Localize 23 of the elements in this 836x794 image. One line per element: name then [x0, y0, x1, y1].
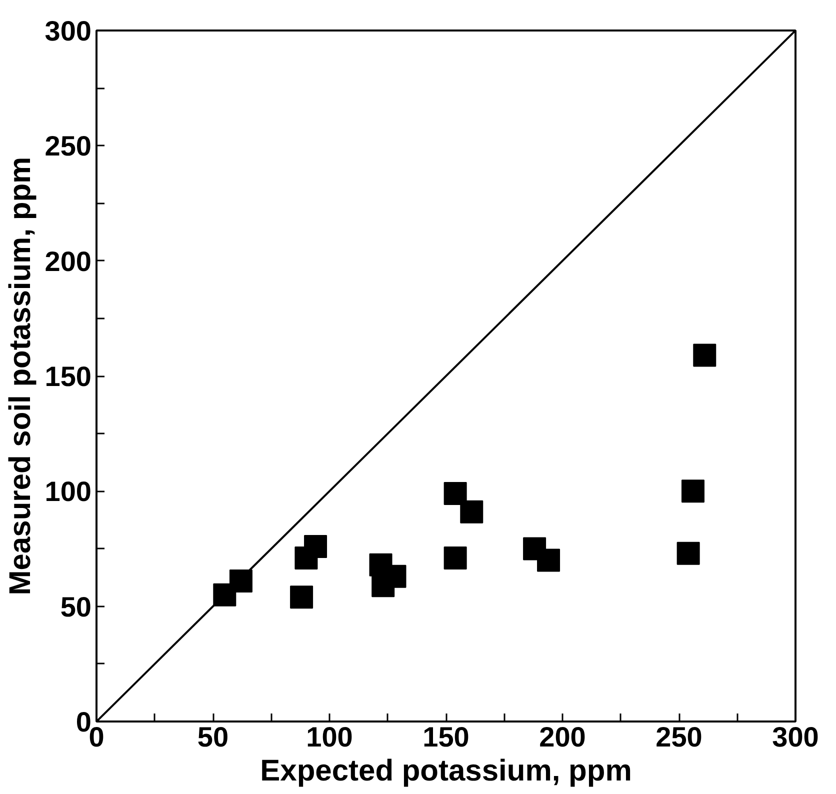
y-tick-label: 300 — [44, 16, 92, 46]
x-tick-label: 50 — [197, 722, 229, 752]
point — [693, 344, 716, 367]
y-axis-title: Measured soil potassium, ppm — [4, 156, 37, 596]
point — [444, 482, 467, 505]
point — [304, 534, 328, 558]
x-tick-label: 150 — [422, 722, 470, 752]
y-tick-label: 200 — [44, 246, 92, 277]
point — [537, 548, 560, 572]
x-tick-label: 100 — [306, 722, 353, 752]
point — [676, 542, 700, 565]
x-tick-label: 250 — [656, 722, 702, 752]
y-tick-label: 100 — [44, 476, 92, 508]
y-tick-label: 250 — [44, 130, 92, 162]
x-tick-label: 300 — [772, 722, 819, 752]
y-tick-label: 150 — [44, 361, 92, 392]
point — [681, 480, 704, 503]
x-tick-label: 200 — [539, 722, 586, 752]
point — [290, 586, 314, 609]
point — [444, 546, 467, 570]
y-tick-label: 50 — [60, 591, 92, 622]
point — [460, 500, 484, 524]
x-axis-title: Expected potassium, ppm — [260, 754, 632, 788]
